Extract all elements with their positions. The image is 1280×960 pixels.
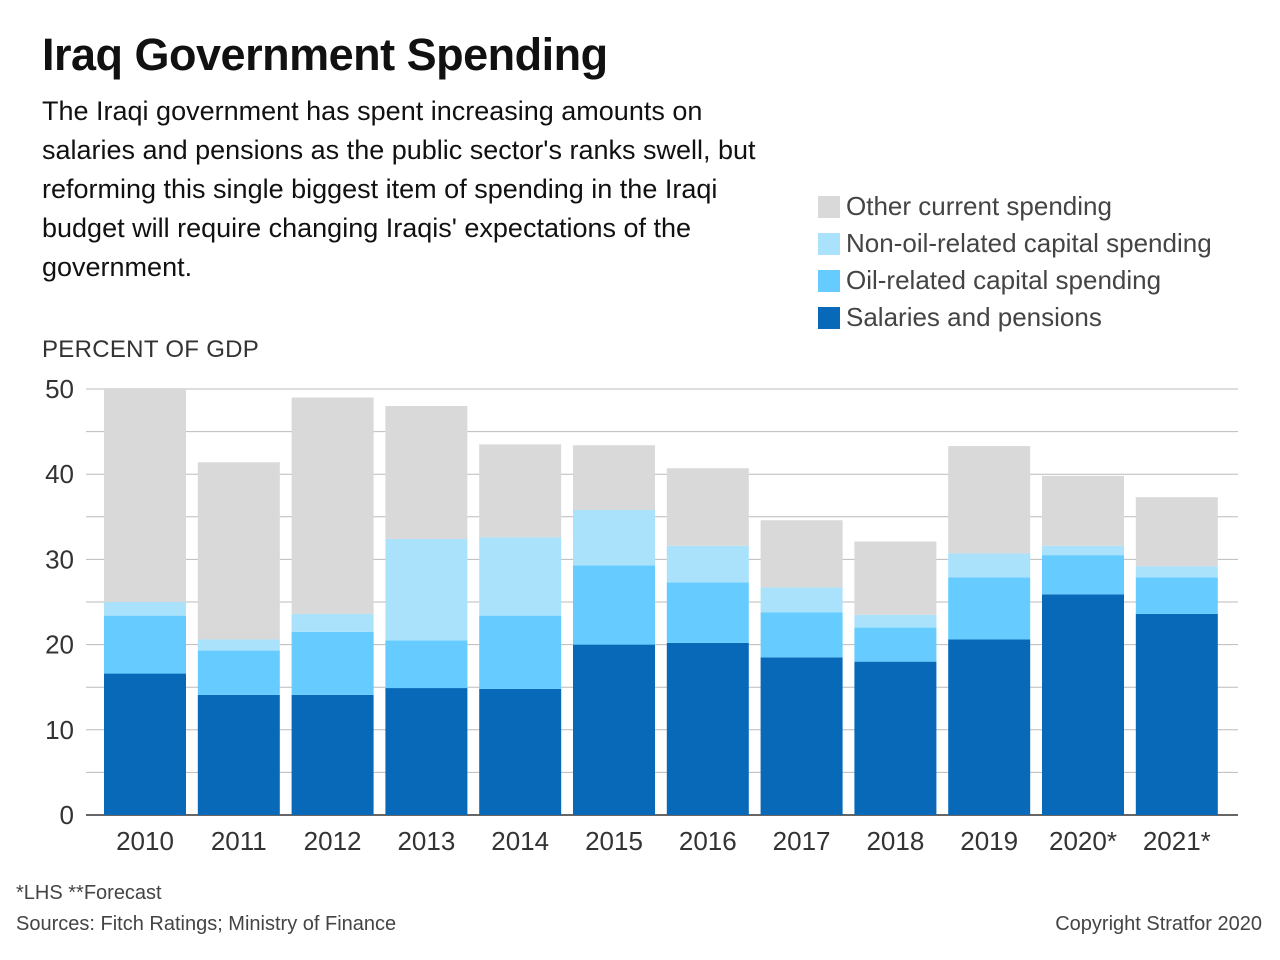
bar-segment-other-current-spending — [197, 462, 280, 640]
bar-segment-oil-related-capital-spending — [760, 612, 843, 658]
legend-item: Non-oil-related capital spending — [818, 225, 1212, 262]
bar-segment-oil-related-capital-spending — [479, 615, 562, 689]
bar-segment-oil-related-capital-spending — [948, 577, 1031, 640]
bar-segment-non-oil-related-capital-spending — [760, 587, 843, 613]
bar-segment-oil-related-capital-spending — [197, 650, 280, 695]
y-tick-label: 50 — [45, 374, 74, 404]
y-axis-label: PERCENT OF GDP — [42, 336, 260, 363]
bar-segment-salaries-and-pensions — [385, 688, 468, 815]
legend-item: Salaries and pensions — [818, 299, 1212, 336]
x-tick-label: 2021* — [1143, 826, 1211, 856]
legend-swatch — [818, 195, 840, 218]
y-tick-label: 0 — [60, 800, 74, 830]
bar-segment-other-current-spending — [1042, 475, 1124, 546]
legend-label: Salaries and pensions — [846, 302, 1102, 332]
chart-title: Iraq Government Spending — [42, 29, 608, 80]
bar-segment-oil-related-capital-spending — [854, 627, 937, 662]
bar-segment-oil-related-capital-spending — [1135, 577, 1218, 614]
bar-segment-non-oil-related-capital-spending — [1042, 545, 1124, 556]
bar-segment-salaries-and-pensions — [854, 661, 937, 815]
bar-segment-other-current-spending — [760, 520, 843, 588]
bar-segment-oil-related-capital-spending — [385, 640, 468, 689]
bar-segment-non-oil-related-capital-spending — [666, 545, 749, 583]
bar-segment-salaries-and-pensions — [573, 644, 655, 815]
bar-segment-other-current-spending — [854, 541, 937, 615]
bar-segment-non-oil-related-capital-spending — [573, 509, 655, 566]
bar-segment-non-oil-related-capital-spending — [291, 613, 374, 632]
bar-segment-oil-related-capital-spending — [573, 565, 655, 645]
x-tick-label: 2020* — [1049, 826, 1117, 856]
legend-swatch — [818, 232, 840, 255]
legend-swatch — [818, 269, 840, 292]
bar-segment-other-current-spending — [948, 446, 1031, 554]
stacked-bar-chart: 0 10 20 30 40 50 2010 2011 2012 2013 2014 2015 2016 2… — [45, 374, 1238, 856]
bar-segment-salaries-and-pensions — [760, 657, 843, 815]
bar-segment-non-oil-related-capital-spending — [854, 614, 937, 628]
bar-segment-oil-related-capital-spending — [666, 582, 749, 643]
bar-segment-salaries-and-pensions — [1042, 594, 1124, 815]
bar-segment-salaries-and-pensions — [291, 694, 374, 815]
y-tick-label: 10 — [45, 715, 74, 745]
x-tick-label: 2015 — [585, 826, 643, 856]
bar-segment-non-oil-related-capital-spending — [948, 553, 1031, 578]
bar-segment-salaries-and-pensions — [948, 639, 1031, 815]
bar-segment-non-oil-related-capital-spending — [385, 538, 468, 641]
copyright-note: Copyright Stratfor 2020 — [1055, 913, 1262, 935]
legend-item: Other current spending — [818, 188, 1212, 225]
bar-segment-salaries-and-pensions — [479, 688, 562, 815]
bar-segment-non-oil-related-capital-spending — [1135, 566, 1218, 578]
x-tick-label: 2012 — [304, 826, 362, 856]
legend-swatch — [818, 306, 840, 329]
bar-segment-oil-related-capital-spending — [1042, 555, 1124, 595]
bar-segment-salaries-and-pensions — [666, 642, 749, 815]
x-tick-label: 2017 — [773, 826, 831, 856]
legend-label: Other current spending — [846, 191, 1112, 221]
x-tick-label: 2018 — [866, 826, 924, 856]
x-tick-label: 2014 — [491, 826, 549, 856]
bar-segment-other-current-spending — [1135, 497, 1218, 567]
y-tick-label: 40 — [45, 459, 74, 489]
bar-segment-other-current-spending — [479, 444, 562, 538]
bar-segment-non-oil-related-capital-spending — [479, 537, 562, 616]
bar-segment-oil-related-capital-spending — [104, 615, 186, 674]
y-tick-label: 20 — [45, 630, 74, 660]
bar-segment-oil-related-capital-spending — [291, 631, 374, 695]
sources-note: Sources: Fitch Ratings; Ministry of Fina… — [16, 913, 397, 935]
x-tick-label: 2016 — [679, 826, 737, 856]
legend: Other current spending Non-oil-related ca… — [818, 188, 1212, 336]
chart-subtitle: The Iraqi government has spent increasin… — [42, 96, 756, 282]
bar-segment-non-oil-related-capital-spending — [197, 639, 280, 651]
bar-segment-non-oil-related-capital-spending — [104, 602, 186, 616]
y-tick-label: 30 — [45, 544, 74, 574]
x-tick-label: 2013 — [397, 826, 455, 856]
bar-segment-other-current-spending — [104, 389, 186, 602]
bar-segment-salaries-and-pensions — [197, 694, 280, 815]
x-tick-label: 2019 — [960, 826, 1018, 856]
bar-segment-other-current-spending — [573, 445, 655, 510]
bar-segment-salaries-and-pensions — [1135, 613, 1218, 815]
bar-segment-other-current-spending — [666, 468, 749, 546]
footnote: *LHS **Forecast — [16, 882, 162, 904]
legend-label: Non-oil-related capital spending — [846, 228, 1212, 258]
legend-item: Oil-related capital spending — [818, 262, 1212, 299]
bar-segment-other-current-spending — [385, 406, 468, 539]
x-tick-label: 2011 — [211, 826, 267, 856]
legend-label: Oil-related capital spending — [846, 265, 1162, 295]
bar-segment-other-current-spending — [291, 397, 374, 614]
x-tick-label: 2010 — [116, 826, 174, 856]
bar-segment-salaries-and-pensions — [104, 673, 186, 815]
